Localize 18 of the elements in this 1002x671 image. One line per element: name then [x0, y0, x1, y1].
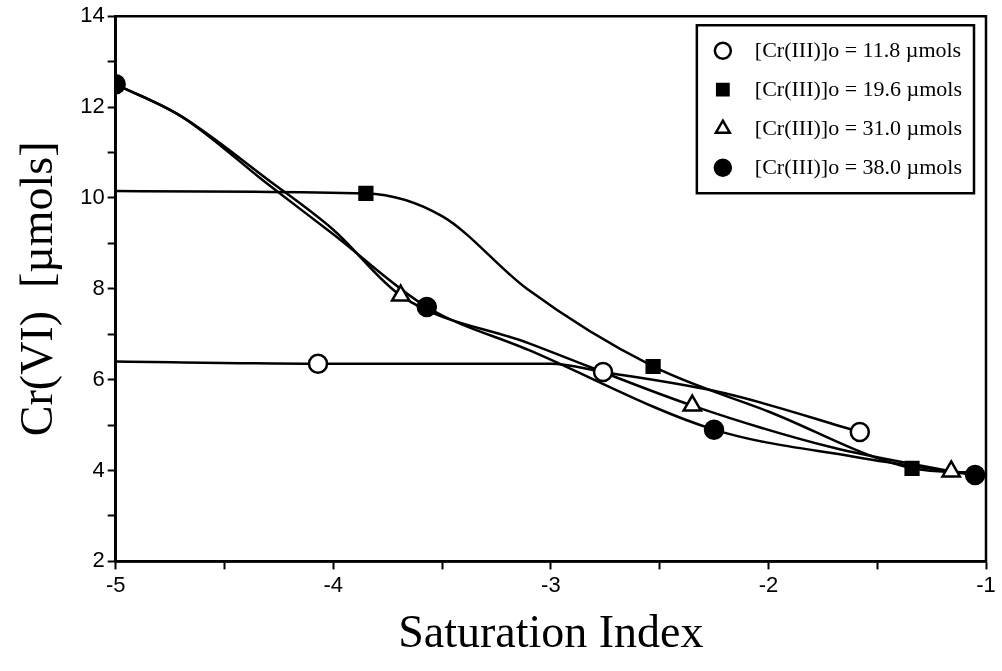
legend-label: [Cr(III)]o = 11.8 µmols: [754, 37, 962, 63]
x-tick-label: -1: [976, 571, 996, 597]
y-tick-label: 10: [80, 184, 105, 209]
x-tick-label: -4: [323, 571, 344, 597]
y-tick-label: 6: [92, 365, 105, 391]
legend-label: [Cr(III)]o = 38.0 µmols: [754, 154, 962, 180]
y-tick-label: 4: [92, 456, 105, 482]
y-tick-label: 12: [80, 93, 105, 119]
x-tick-label: -5: [105, 571, 126, 597]
x-tick-label: -2: [758, 571, 779, 597]
x-tick-label: -3: [541, 571, 561, 597]
legend-label: [Cr(III)]o = 19.6 µmols: [754, 76, 962, 102]
y-tick-label: 8: [92, 274, 105, 300]
y-axis-title: Cr(VI) [µmols]: [10, 141, 62, 437]
y-tick-label: 14: [80, 2, 105, 28]
y-tick-label: 2: [92, 547, 105, 573]
legend-label: [Cr(III)]o = 31.0 µmols: [754, 115, 962, 141]
x-axis-title: Saturation Index: [398, 606, 704, 658]
